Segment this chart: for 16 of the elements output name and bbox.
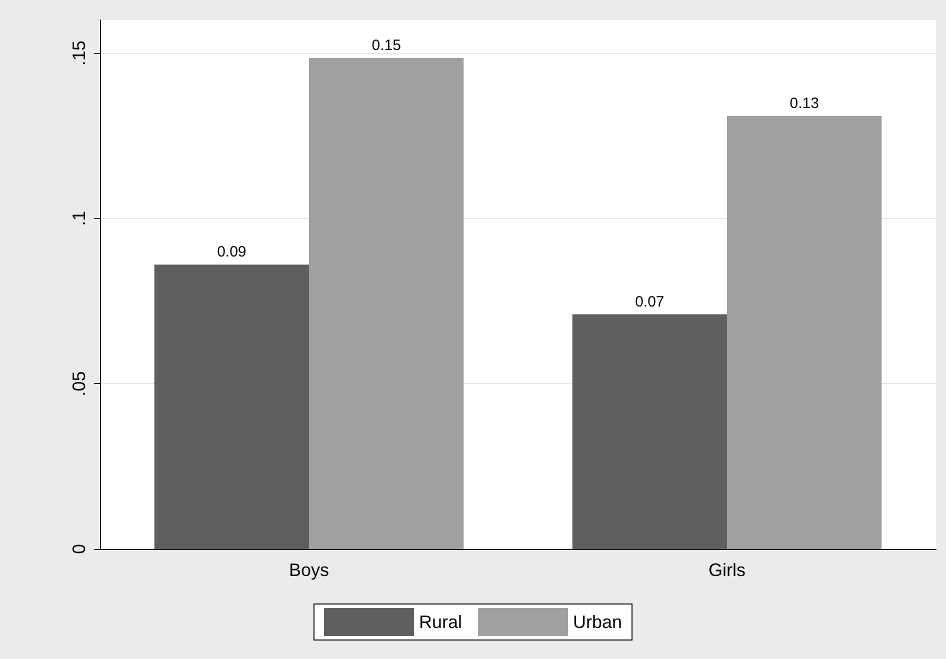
- data-label: 0.09: [217, 244, 246, 261]
- x-tick-label: Boys: [288, 560, 330, 580]
- bar: [727, 116, 882, 549]
- y-tick-label: 0: [69, 544, 89, 554]
- bar: [309, 58, 464, 549]
- legend-label: Rural: [418, 612, 462, 632]
- y-tick-label: .15: [69, 40, 89, 66]
- x-tick-label: Girls: [708, 560, 746, 580]
- data-label: 0.13: [790, 94, 819, 112]
- bar: [154, 264, 309, 549]
- data-label: 0.07: [635, 293, 664, 310]
- data-label: 0.15: [372, 37, 401, 54]
- y-tick-label: .05: [69, 371, 89, 396]
- bar: [572, 314, 727, 549]
- y-tick-label: .1: [69, 210, 89, 226]
- legend-label: Urban: [572, 612, 622, 632]
